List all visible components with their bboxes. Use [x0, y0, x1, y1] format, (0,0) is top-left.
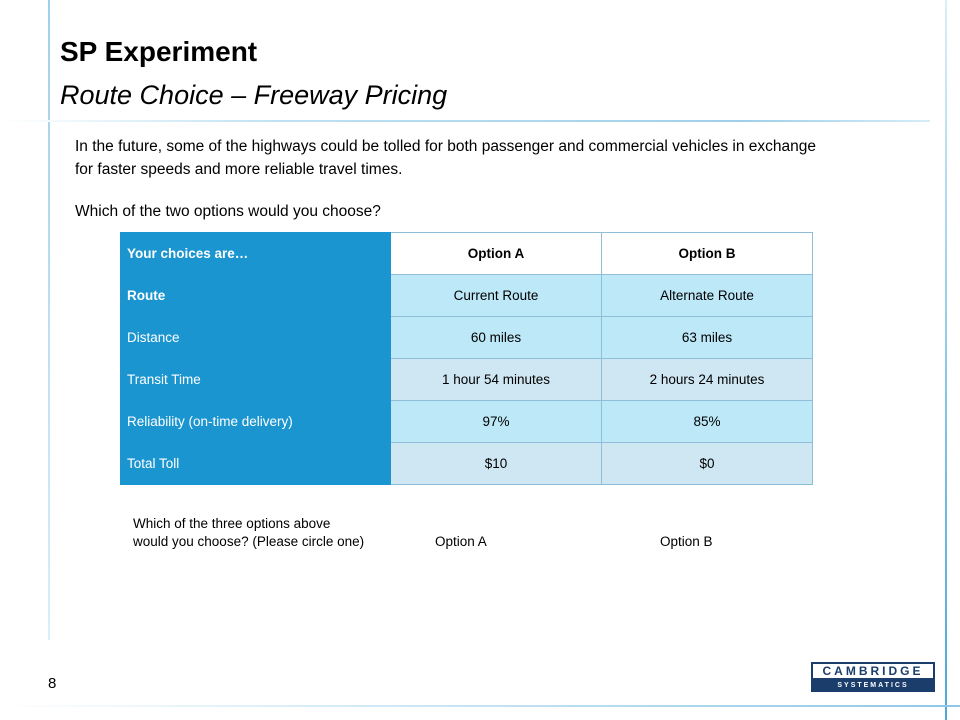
- choices-table: Your choices are… Option A Option B Rout…: [120, 232, 813, 485]
- option-b-cell: Alternate Route: [601, 274, 813, 317]
- table-row-total-toll: Total Toll $10 $0: [120, 442, 813, 485]
- cambridge-systematics-logo: CAMBRIDGE SYSTEMATICS: [811, 662, 935, 692]
- choice-question-line1: Which of the three options above: [133, 516, 331, 531]
- option-b-choice[interactable]: Option B: [660, 534, 713, 549]
- option-b-cell: 63 miles: [601, 316, 813, 359]
- right-frame-line: [945, 0, 947, 720]
- header-cell-option-b: Option B: [601, 232, 813, 275]
- row-label: Distance: [120, 316, 391, 359]
- title-divider-line: [0, 120, 930, 122]
- slide-title: SP Experiment: [60, 36, 258, 67]
- slide-subtitle: Route Choice – Freeway Pricing: [60, 80, 448, 110]
- row-label: Route: [120, 274, 391, 317]
- table-header-row: Your choices are… Option A Option B: [120, 232, 813, 275]
- choice-question-line2: would you choose? (Please circle one): [133, 534, 365, 549]
- table-row-route: Route Current Route Alternate Route: [120, 274, 813, 317]
- option-a-cell: Current Route: [390, 274, 602, 317]
- logo-wordmark: CAMBRIDGE: [811, 662, 935, 680]
- choice-question: Which of the three options above would y…: [133, 515, 364, 551]
- option-a-cell: 60 miles: [390, 316, 602, 359]
- bottom-frame-line: [0, 705, 960, 707]
- header-cell-option-a: Option A: [390, 232, 602, 275]
- option-b-cell: $0: [601, 442, 813, 485]
- option-a-choice[interactable]: Option A: [435, 534, 487, 549]
- header-cell-label: Your choices are…: [120, 232, 391, 275]
- option-b-cell: 85%: [601, 400, 813, 443]
- page-number: 8: [48, 675, 57, 692]
- row-label: Transit Time: [120, 358, 391, 401]
- table-row-reliability: Reliability (on-time delivery) 97% 85%: [120, 400, 813, 443]
- logo-tagline: SYSTEMATICS: [811, 680, 935, 692]
- option-a-cell: 97%: [390, 400, 602, 443]
- table-row-transit-time: Transit Time 1 hour 54 minutes 2 hours 2…: [120, 358, 813, 401]
- option-a-cell: 1 hour 54 minutes: [390, 358, 602, 401]
- row-label: Reliability (on-time delivery): [120, 400, 391, 443]
- option-b-cell: 2 hours 24 minutes: [601, 358, 813, 401]
- intro-text: In the future, some of the highways coul…: [75, 138, 816, 178]
- question-text: Which of the two options would you choos…: [75, 203, 381, 220]
- table-row-distance: Distance 60 miles 63 miles: [120, 316, 813, 359]
- option-a-cell: $10: [390, 442, 602, 485]
- row-label: Total Toll: [120, 442, 391, 485]
- left-frame-line: [48, 0, 50, 640]
